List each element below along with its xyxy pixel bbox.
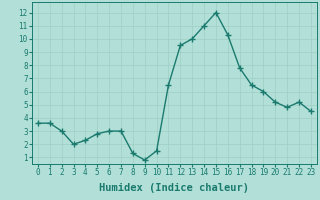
X-axis label: Humidex (Indice chaleur): Humidex (Indice chaleur) bbox=[100, 183, 249, 193]
